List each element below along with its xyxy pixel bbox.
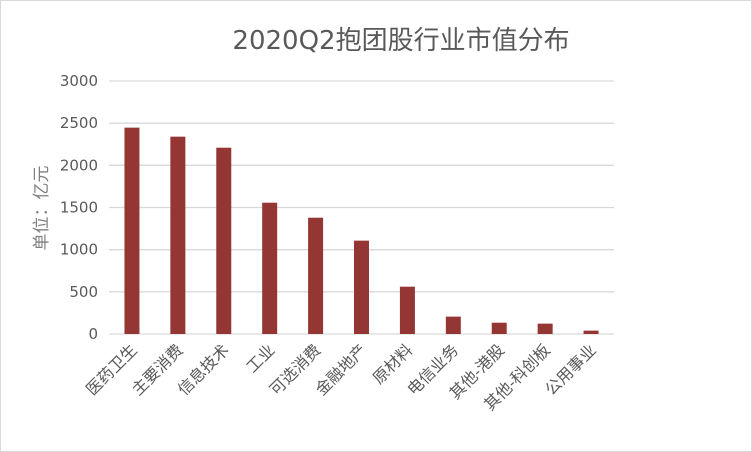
y-tick-label: 1500 bbox=[60, 199, 98, 217]
x-tick-label: 信息技术 bbox=[174, 340, 233, 399]
y-tick-label: 0 bbox=[88, 325, 98, 343]
bar bbox=[445, 316, 461, 334]
bar bbox=[583, 330, 599, 334]
bar bbox=[262, 202, 278, 334]
y-tick-label: 500 bbox=[69, 283, 98, 301]
bar bbox=[216, 147, 232, 334]
bar bbox=[170, 136, 186, 334]
y-tick-label: 2000 bbox=[60, 156, 98, 174]
bars bbox=[124, 127, 599, 335]
bar bbox=[308, 217, 324, 334]
y-tick-labels: 0 500 1000 1500 2000 2500 3000 bbox=[60, 72, 98, 343]
bar bbox=[537, 323, 553, 334]
x-tick-label: 公用事业 bbox=[541, 340, 600, 399]
y-tick-label: 2500 bbox=[60, 114, 98, 132]
bar bbox=[124, 127, 140, 335]
y-tick-label: 3000 bbox=[60, 72, 98, 90]
bar bbox=[399, 286, 415, 334]
x-tick-label: 金融地产 bbox=[312, 340, 371, 399]
y-axis-label: 单位：亿元 bbox=[32, 166, 52, 251]
bar bbox=[354, 240, 369, 334]
x-tick-label: 工业 bbox=[242, 340, 278, 376]
y-tick-label: 1000 bbox=[60, 241, 98, 259]
bar bbox=[491, 322, 507, 334]
chart-title: 2020Q2抱团股行业市值分布 bbox=[232, 26, 569, 56]
